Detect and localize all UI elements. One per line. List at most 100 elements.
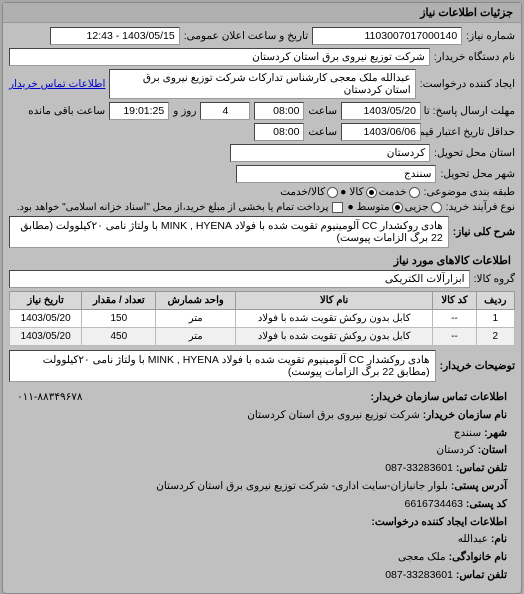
table-cell: 2 <box>476 328 514 346</box>
org-val: شرکت توزیع نیروی برق استان کردستان <box>247 409 420 421</box>
row-city: شهر محل تحویل: سنندج <box>9 165 515 183</box>
table-cell: متر <box>156 328 236 346</box>
creator-title: اطلاعات ایجاد کننده درخواست: <box>371 516 507 528</box>
announce-value: 1403/05/15 - 12:43 <box>50 27 180 45</box>
th-row: ردیف <box>476 292 514 310</box>
deadline-send-date: 1403/05/20 <box>341 102 421 120</box>
city-value: سنندج <box>236 165 436 183</box>
province-label: استان محل تحویل: <box>434 147 515 159</box>
c-family-val: ملک معجی <box>398 551 446 563</box>
row-keywords: شرح کلی نیاز: هادی روکشدار CC آلومینیوم … <box>9 216 515 248</box>
details-panel: جزئیات اطلاعات نیاز شماره نیاز: 11030070… <box>2 2 522 594</box>
c-city-label: شهر: <box>484 427 507 439</box>
radio-small[interactable]: جزیی <box>405 201 442 213</box>
table-cell: کابل بدون روکش تقویت شده با فولاد <box>235 328 433 346</box>
row-category: طبقه بندی موضوعی: خدمت کالا ● کالا/خدمت <box>9 186 515 198</box>
radio-goods[interactable]: کالا ● <box>340 186 376 198</box>
radio-icon <box>392 202 403 213</box>
keywords-label: شرح کلی نیاز: <box>453 226 515 238</box>
table-row: 2--کابل بدون روکش تقویت شده با فولادمتر4… <box>10 328 515 346</box>
panel-title: جزئیات اطلاعات نیاز <box>3 3 521 23</box>
announce-label: تاریخ و ساعت اعلان عمومی: <box>184 30 308 42</box>
group-value: ابزارآلات الکتریکی <box>9 270 470 288</box>
request-no-value: 1103007017000140 <box>312 27 462 45</box>
row-notes: توضیحات خریدار: هادی روکشدار CC آلومینیو… <box>9 350 515 382</box>
radio-icon <box>431 202 442 213</box>
buyer-org-value: شرکت توزیع نیروی برق استان کردستان <box>9 48 430 66</box>
table-row: 1--کابل بدون روکش تقویت شده با فولادمتر1… <box>10 310 515 328</box>
time-label-1: ساعت <box>308 105 337 117</box>
radio-service[interactable]: خدمت <box>379 186 420 198</box>
row-group: گروه کالا: ابزارآلات الکتریکی <box>9 270 515 288</box>
contact-block: اطلاعات تماس سازمان خریدار: ۰۱۱-۸۸۳۴۹۶۷۸… <box>9 385 515 589</box>
radio-both[interactable]: کالا/خدمت <box>280 186 338 198</box>
days-remaining: 4 <box>200 102 250 120</box>
row-deadline-price: حداقل تاریخ اعتبار قیمت: تا تاریخ: 1403/… <box>9 123 515 141</box>
deadline-price-label: حداقل تاریخ اعتبار قیمت: تا تاریخ: <box>425 126 515 138</box>
row-province: استان محل تحویل: کردستان <box>9 144 515 162</box>
c-phone2-val: 33283601-087 <box>385 569 453 581</box>
c-city-val: سنندج <box>454 427 481 439</box>
table-cell: 1403/05/20 <box>10 310 82 328</box>
c-postcode-val: 6616734463 <box>405 498 463 510</box>
contact-title: اطلاعات تماس سازمان خریدار: <box>371 391 507 403</box>
city-label: شهر محل تحویل: <box>440 168 515 180</box>
time-label-2: ساعت <box>308 126 337 138</box>
days-label: روز و <box>173 105 196 117</box>
time-remaining: 19:01:25 <box>109 102 169 120</box>
radio-icon <box>366 187 377 198</box>
th-name: نام کالا <box>235 292 433 310</box>
deadline-price-time: 08:00 <box>254 123 304 141</box>
table-cell: -- <box>433 328 476 346</box>
radio-mid[interactable]: متوسط ● <box>347 201 402 213</box>
c-name-label: نام: <box>491 533 507 545</box>
notes-value: هادی روکشدار CC آلومینیوم تقویت شده با ف… <box>9 350 436 382</box>
table-header-row: ردیف کد کالا نام کالا واحد شمارش تعداد /… <box>10 292 515 310</box>
items-table: ردیف کد کالا نام کالا واحد شمارش تعداد /… <box>9 291 515 346</box>
row-process: نوع فرآیند خرید: جزیی متوسط ● پرداخت تما… <box>9 201 515 213</box>
th-qty: تعداد / مقدار <box>82 292 156 310</box>
items-section-title: اطلاعات کالاهای مورد نیاز <box>9 251 515 270</box>
settle-note: پرداخت تمام یا بخشی از مبلغ خرید،از محل … <box>17 202 329 213</box>
category-radios: خدمت کالا ● کالا/خدمت <box>280 186 419 198</box>
c-phone2-label: تلفن تماس: <box>456 569 507 581</box>
settle-checkbox[interactable] <box>332 202 343 213</box>
th-date: تاریخ نیاز <box>10 292 82 310</box>
table-cell: 1 <box>476 310 514 328</box>
category-label: طبقه بندی موضوعی: <box>424 186 515 198</box>
keywords-value: هادی روکشدار CC آلومینیوم تقویت شده با ف… <box>9 216 449 248</box>
c-province-val: کردستان <box>436 444 474 456</box>
c-phone-label: تلفن تماس: <box>456 462 507 474</box>
table-cell: -- <box>433 310 476 328</box>
contact-extra: ۰۱۱-۸۸۳۴۹۶۷۸ <box>17 389 83 406</box>
row-buyer-org: نام دستگاه خریدار: شرکت توزیع نیروی برق … <box>9 48 515 66</box>
row-creator: ایجاد کننده درخواست: عبدالله ملک معجی کا… <box>9 69 515 99</box>
deadline-send-time: 08:00 <box>254 102 304 120</box>
province-value: کردستان <box>230 144 430 162</box>
creator-label: ایجاد کننده درخواست: <box>420 78 515 90</box>
process-radios: جزیی متوسط ● <box>347 201 441 213</box>
c-family-label: نام خانوادگی: <box>449 551 507 563</box>
deadline-price-date: 1403/06/06 <box>341 123 421 141</box>
c-province-label: استان: <box>478 444 507 456</box>
group-label: گروه کالا: <box>474 273 515 285</box>
org-label: نام سازمان خریدار: <box>423 409 507 421</box>
c-name-val: عبدالله <box>458 533 488 545</box>
notes-label: توضیحات خریدار: <box>440 360 515 372</box>
row-deadline-send: مهلت ارسال پاسخ: تا تاریخ: 1403/05/20 سا… <box>9 102 515 120</box>
process-label: نوع فرآیند خرید: <box>446 201 515 213</box>
request-no-label: شماره نیاز: <box>466 30 515 42</box>
table-cell: 450 <box>82 328 156 346</box>
table-cell: متر <box>156 310 236 328</box>
remain-label: ساعت باقی مانده <box>28 105 105 117</box>
th-code: کد کالا <box>433 292 476 310</box>
buyer-contact-link[interactable]: اطلاعات تماس خریدار <box>9 78 105 90</box>
c-postcode-label: کد پستی: <box>466 498 507 510</box>
c-address-label: آدرس پستی: <box>451 480 507 492</box>
table-cell: 150 <box>82 310 156 328</box>
row-request-no: شماره نیاز: 1103007017000140 تاریخ و ساع… <box>9 27 515 45</box>
deadline-send-label: مهلت ارسال پاسخ: تا تاریخ: <box>425 105 515 117</box>
c-address-val: بلوار جانبازان-سایت اداری- شرکت توزیع نی… <box>156 480 448 492</box>
panel-body: شماره نیاز: 1103007017000140 تاریخ و ساع… <box>3 23 521 593</box>
th-unit: واحد شمارش <box>156 292 236 310</box>
